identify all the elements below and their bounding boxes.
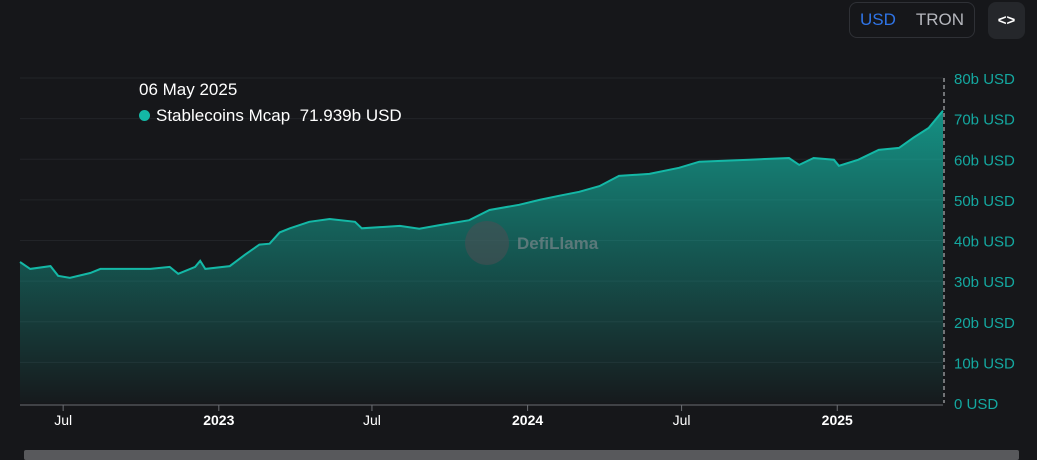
y-tick-label: 10b USD [954,355,1015,372]
x-tick-label: Jul [363,412,381,428]
tooltip-date: 06 May 2025 [139,77,402,103]
x-tick-label: 2024 [512,412,543,428]
x-tick-label: Jul [54,412,72,428]
y-tick-label: 50b USD [954,193,1015,210]
y-tick-label: 20b USD [954,315,1015,332]
y-tick-label: 70b USD [954,112,1015,129]
range-scrollbar[interactable] [24,450,1019,460]
watermark-text: DefiLlama [517,234,599,253]
y-tick-label: 0 USD [954,396,998,413]
y-tick-label: 60b USD [954,152,1015,169]
y-tick-label: 40b USD [954,234,1015,251]
x-tick-label: 2025 [822,412,853,428]
llama-logo-icon [465,221,509,265]
y-tick-label: 30b USD [954,274,1015,291]
tooltip: 06 May 2025 Stablecoins Mcap 71.939b USD [139,77,402,129]
tooltip-series: Stablecoins Mcap [156,106,290,125]
tooltip-value: 71.939b USD [300,106,402,125]
x-tick-label: Jul [673,412,691,428]
x-tick-label: 2023 [203,412,234,428]
y-tick-label: 80b USD [954,71,1015,88]
series-dot-icon [139,110,150,121]
